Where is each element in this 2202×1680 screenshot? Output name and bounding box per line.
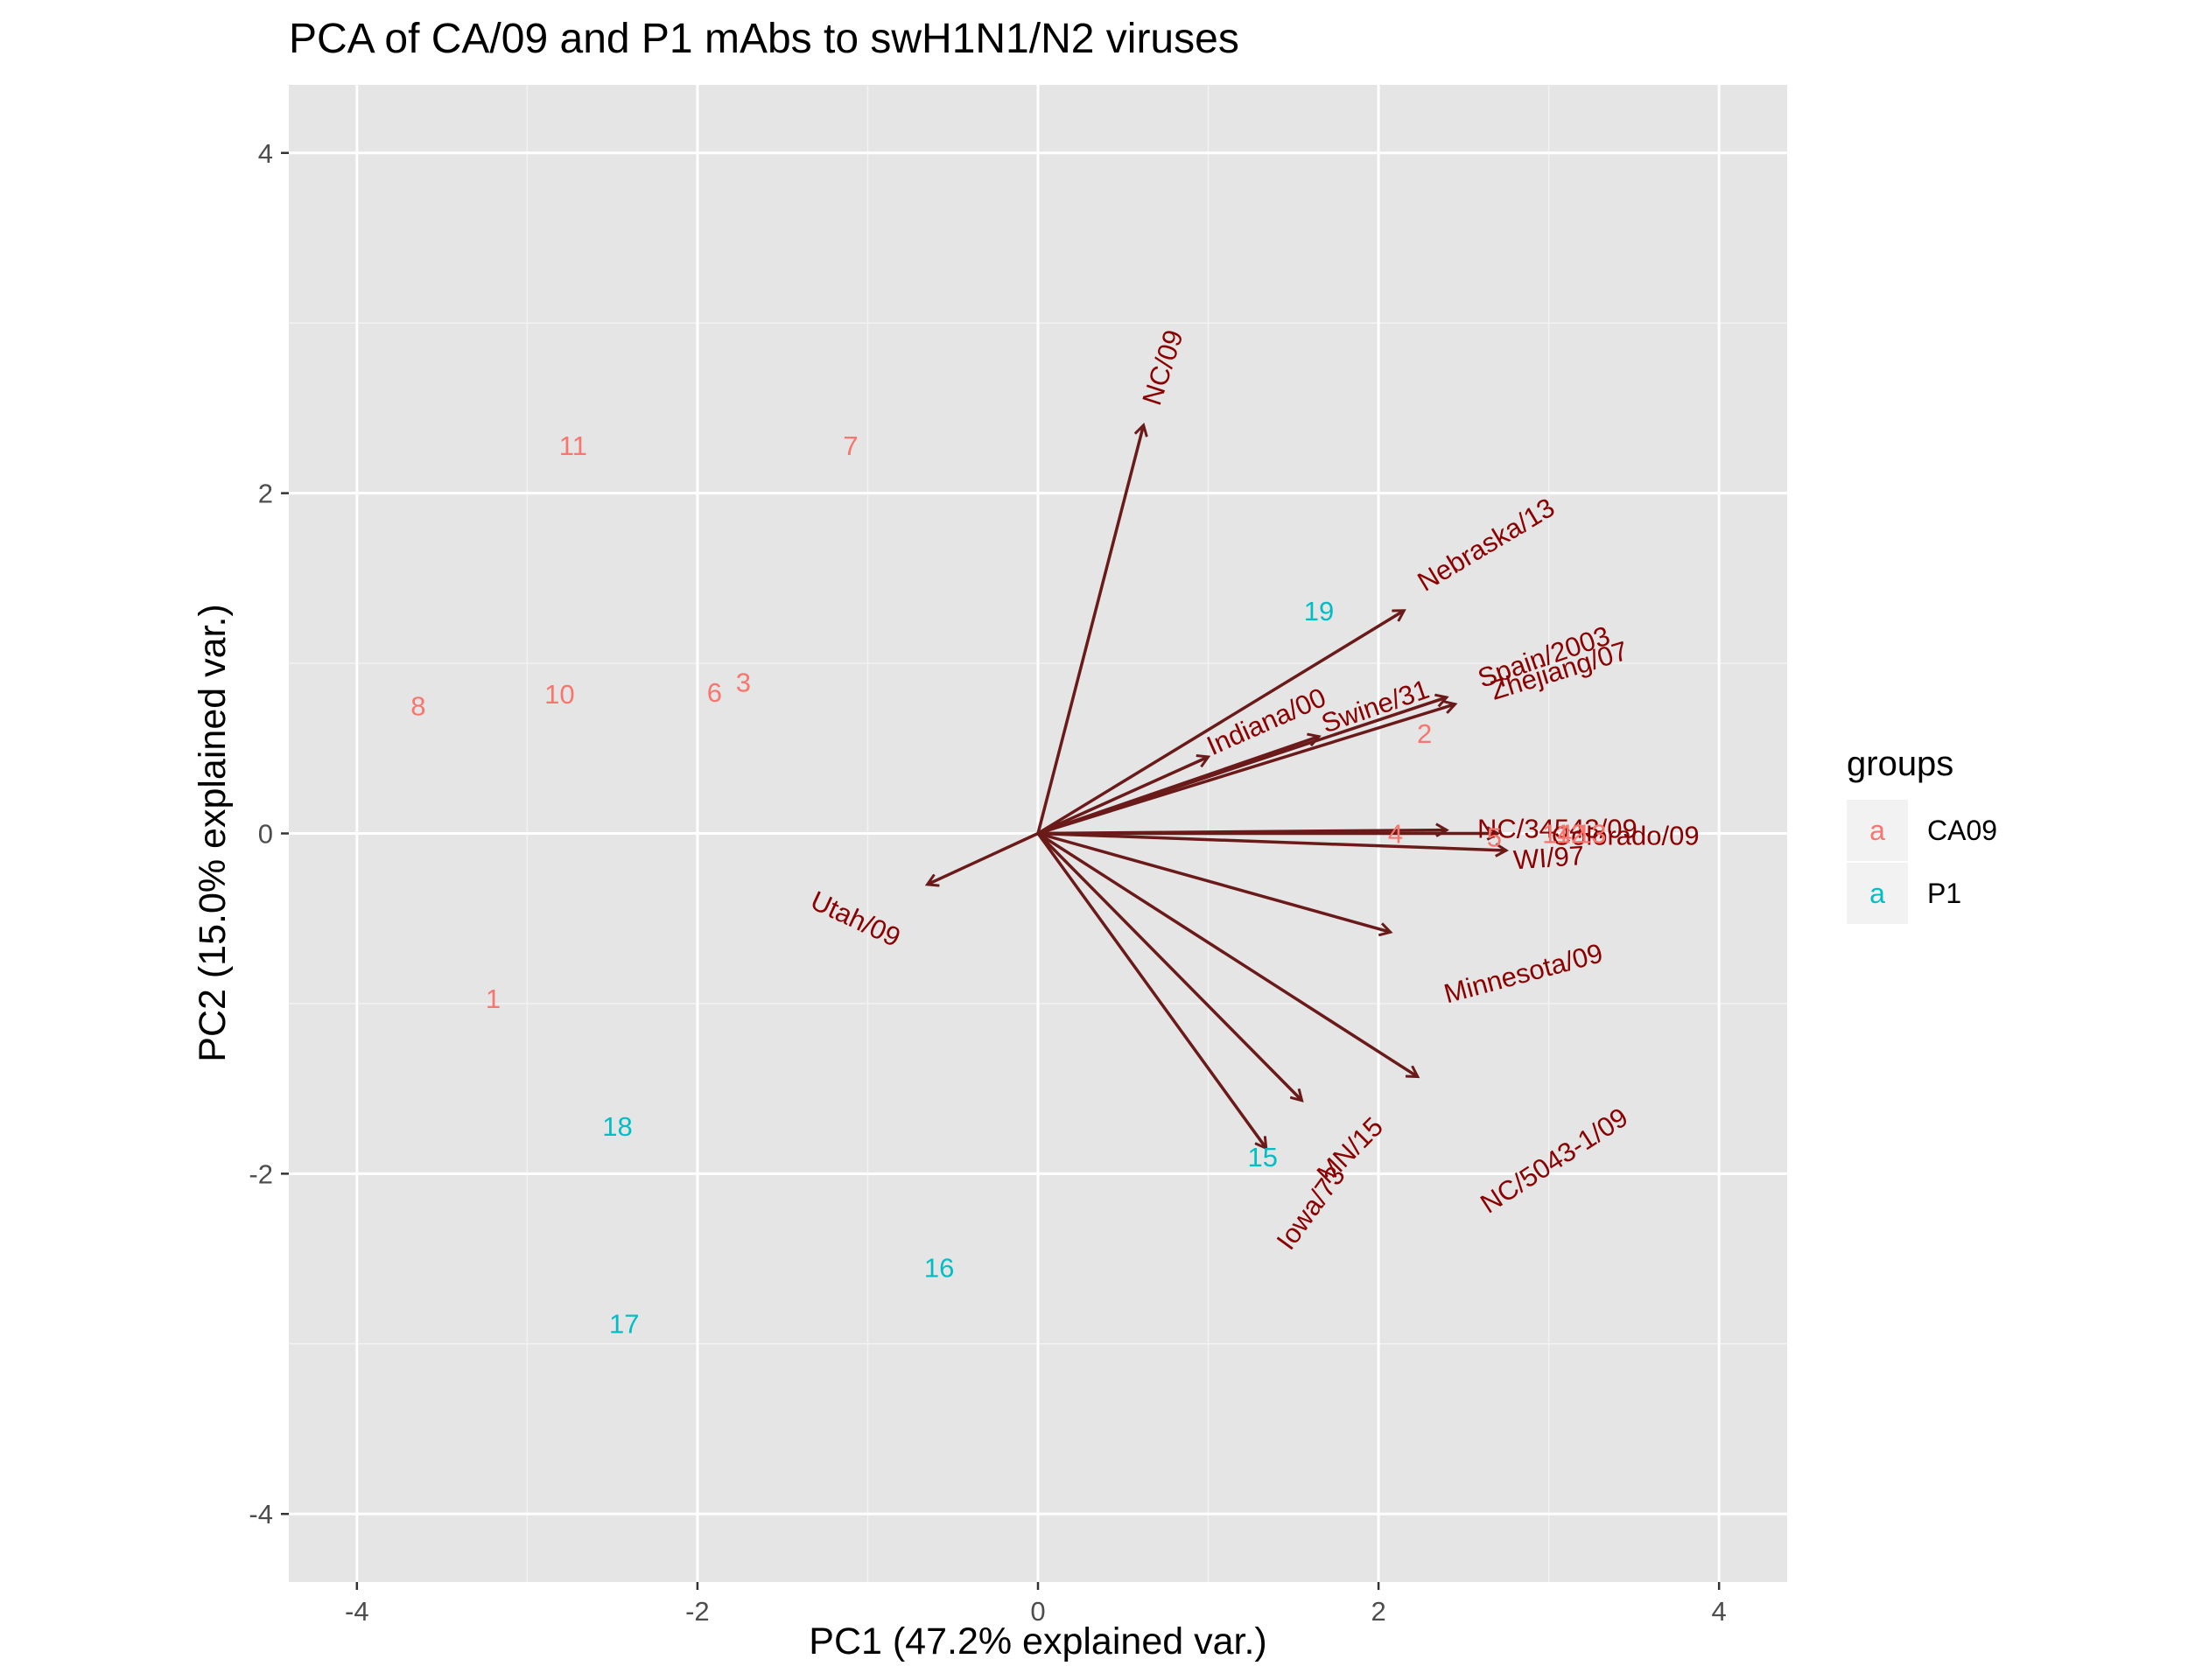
loading-arrow-label: WI/97 <box>1512 840 1585 876</box>
score-point-label: 10 <box>544 679 574 710</box>
legend: groups a CA09 a P1 <box>1847 745 1997 924</box>
y-tick-label: -2 <box>249 1158 273 1189</box>
y-axis: -4 -2 0 2 4 <box>249 138 289 1530</box>
loading-arrow-label: Colorado/09 <box>1552 820 1700 850</box>
legend-label: P1 <box>1927 878 1961 909</box>
x-axis-label: PC1 (47.2% explained var.) <box>809 1620 1266 1662</box>
loading-arrow <box>1036 425 1144 834</box>
score-point-label: 14 <box>1542 819 1572 850</box>
loading-arrow <box>1037 704 1455 836</box>
y-axis-label: PC2 (15.0% explained var.) <box>192 604 234 1061</box>
legend-label: CA09 <box>1927 815 1997 846</box>
legend-key-glyph: a <box>1869 878 1885 909</box>
score-point-label: 8 <box>410 691 425 722</box>
loading-arrow-label: NC/34543/09 <box>1477 814 1637 844</box>
loading-arrow <box>928 831 1039 885</box>
loading-arrow <box>1037 611 1404 835</box>
x-tick-label: 4 <box>1712 1596 1727 1627</box>
score-point-label: 12 <box>1556 819 1586 850</box>
score-point-label: 17 <box>609 1308 639 1339</box>
x-tick-label: -2 <box>685 1596 710 1627</box>
y-tick-label: -4 <box>249 1499 273 1530</box>
legend-key <box>1847 800 1908 861</box>
score-point-label: 16 <box>924 1252 954 1283</box>
x-tick-label: 0 <box>1030 1596 1045 1627</box>
score-point-label: 4 <box>1388 819 1403 850</box>
score-point-label: 15 <box>1248 1142 1278 1172</box>
loading-arrow <box>1037 831 1506 850</box>
x-tick-label: 2 <box>1371 1596 1385 1627</box>
chart-title: PCA of CA/09 and P1 mAbs to swH1N1/N2 vi… <box>289 16 1239 62</box>
score-point-label: 7 <box>843 430 858 461</box>
loading-arrow <box>1036 832 1266 1149</box>
y-tick-label: 4 <box>258 138 273 169</box>
score-point-label: 6 <box>707 677 722 708</box>
y-tick-label: 2 <box>258 479 273 509</box>
legend-key-glyph: a <box>1869 815 1885 846</box>
loading-arrow <box>1037 757 1209 836</box>
score-point-label: 5 <box>1487 822 1502 852</box>
score-point-label: 19 <box>1304 596 1334 626</box>
x-axis: -4 -2 0 2 4 <box>345 1582 1727 1627</box>
loading-arrow <box>1036 832 1302 1101</box>
score-point-label: 2 <box>1417 718 1432 749</box>
score-point-label: 13 <box>1576 819 1606 850</box>
y-tick-label: 0 <box>258 819 273 850</box>
legend-title: groups <box>1847 745 1953 783</box>
loading-arrow <box>1037 832 1418 1077</box>
x-tick-label: -4 <box>345 1596 369 1627</box>
loading-arrow <box>1037 831 1391 933</box>
score-point-label: 1 <box>486 984 501 1014</box>
score-point-label: 3 <box>736 667 751 697</box>
score-point-label: 18 <box>602 1111 632 1142</box>
score-point-label: 11 <box>559 430 587 461</box>
legend-key <box>1847 863 1908 924</box>
